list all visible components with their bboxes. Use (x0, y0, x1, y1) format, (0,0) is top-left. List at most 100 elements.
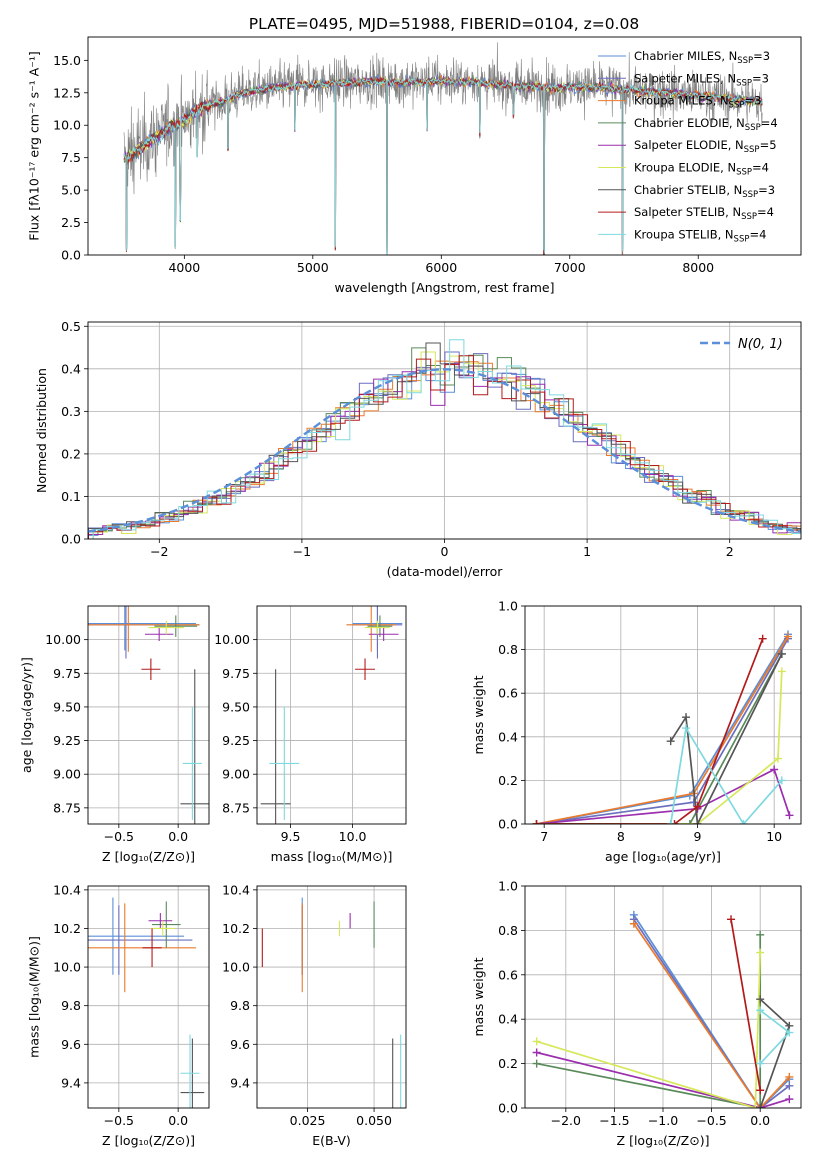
weight-series-line (536, 768, 791, 824)
weight-marker (682, 724, 690, 733)
axes-frame (87, 321, 802, 540)
y-tick-label: 9.8 (230, 998, 250, 1013)
x-tick-label: −0.5 (696, 1113, 726, 1128)
x-tick-label: 1 (583, 544, 591, 559)
plot-area (260, 606, 403, 824)
y-tick-label: 12.5 (53, 85, 81, 100)
y-tick-label: 9.75 (222, 666, 250, 681)
y-tick-label: 9.00 (222, 767, 250, 782)
y-tick-label: 9.75 (53, 666, 81, 681)
model-spectrum-line (123, 77, 763, 255)
weight-marker (532, 1059, 541, 1068)
y-tick-label: 10.0 (222, 960, 250, 975)
error-bar-point (368, 627, 399, 641)
weight-marker (756, 930, 765, 939)
legend-subscript: SSP (734, 234, 750, 244)
y-axis-label: mass [log₁₀(M/M⊙)] (27, 936, 42, 1058)
x-tick-label: 10 (766, 829, 782, 844)
error-bar-point (88, 606, 196, 651)
y-tick-label: 10.0 (53, 960, 81, 975)
legend-count: =4 (761, 116, 778, 130)
y-tick-label: 7.5 (61, 150, 81, 165)
axes-frame (87, 36, 802, 256)
legend-entry: Salpeter MILES, NSSP=3 (634, 71, 769, 88)
weight-series-line (536, 1051, 790, 1108)
y-tick-label: 10.2 (222, 921, 250, 936)
legend-entry: Kroupa STELIB, NSSP=4 (634, 227, 766, 244)
panel-mass-vs-Z: −0.5 0.0 9.4 9.6 9.8 10.0 10.2 10.4 Z [log₁₀(Z/Z… (27, 882, 210, 1148)
legend-subscript: SSP (744, 145, 760, 155)
legend-entry: Kroupa ELODIE, NSSP=4 (634, 161, 769, 178)
x-tick-label: 8000 (682, 260, 714, 275)
weight-marker (785, 1095, 794, 1104)
x-tick-label: 7 (540, 829, 548, 844)
y-tick-label: 8.75 (222, 800, 250, 815)
weight-marker (693, 802, 702, 811)
y-tick-label: 0.0 (498, 1101, 518, 1116)
weight-marker (777, 776, 786, 785)
legend-entry: Kroupa MILES, NSSP=3 (634, 94, 761, 111)
weight-marker (756, 1006, 765, 1015)
y-tick-label: 9.25 (53, 733, 81, 748)
weight-marker (666, 820, 675, 824)
x-axis-label: Z [log₁₀(Z/Z⊙)] (617, 1133, 710, 1148)
x-tick-label: −1.0 (648, 1113, 678, 1128)
error-bar-point (88, 903, 196, 993)
legend-count: =5 (760, 138, 777, 152)
y-tick-label: 9.50 (222, 699, 250, 714)
x-tick-label: 10.0 (339, 829, 367, 844)
plot-area (532, 910, 794, 1108)
legend-entry: Chabrier ELODIE, NSSP=4 (634, 116, 778, 133)
error-bar-point (180, 669, 209, 824)
weight-series-line (536, 934, 762, 1108)
y-tick-label: 9.00 (53, 767, 81, 782)
weight-series-line (536, 636, 789, 824)
y-tick-label: 10.4 (222, 882, 250, 897)
weight-marker (756, 948, 765, 957)
x-tick-label: 0.0 (168, 1113, 188, 1128)
x-axis-label: mass [log₁₀(M/M⊙)] (271, 849, 393, 864)
error-bar-point (346, 606, 397, 652)
histogram-series (88, 355, 801, 539)
x-tick-label: 0.025 (290, 1113, 326, 1128)
legend-subscript: SSP (742, 190, 758, 200)
x-tick-label: 5000 (297, 260, 329, 275)
error-bar-point (88, 905, 193, 975)
weight-marker (785, 1072, 794, 1081)
axes-frame (524, 885, 802, 1109)
error-bar-point (260, 669, 291, 824)
weight-marker (777, 667, 786, 676)
legend-count: =4 (749, 227, 766, 241)
y-tick-label: 0.0 (61, 248, 81, 263)
plot-area (261, 897, 402, 1108)
legend-entry: Chabrier MILES, NSSP=3 (634, 49, 770, 66)
error-bar-point (154, 615, 198, 637)
plot-area (88, 339, 801, 539)
weight-marker (785, 1081, 794, 1090)
y-tick-label: 10.00 (45, 632, 81, 647)
weight-marker (727, 915, 736, 924)
legend-count: =3 (753, 49, 770, 63)
legend-subscript: SSP (736, 168, 752, 178)
weight-marker (770, 765, 779, 774)
weight-marker (739, 820, 748, 824)
error-bar-point (180, 1034, 200, 1108)
observed-spectrum-line (123, 42, 763, 255)
y-tick-label: 9.4 (230, 1075, 250, 1090)
y-tick-label: 0.8 (498, 642, 518, 657)
legend-entry: Chabrier STELIB, NSSP=3 (634, 183, 775, 200)
y-tick-label: 10.4 (53, 882, 81, 897)
weight-marker (629, 919, 638, 928)
weight-marker (532, 1048, 541, 1057)
y-tick-label: 0.4 (498, 1012, 518, 1027)
figure-title: PLATE=0495, MJD=51988, FIBERID=0104, z=0… (249, 15, 639, 33)
weight-marker (685, 820, 694, 824)
y-tick-label: 8.75 (53, 800, 81, 815)
y-axis-label: Flux [fλ10⁻¹⁷ erg cm⁻² s⁻¹ A⁻¹] (27, 51, 42, 240)
legend-subscript: SSP (737, 56, 753, 66)
panel-weight-vs-Z: −2.0 −1.5 −1.0 −0.5 0.0 0.0 0.2 0.4 0.6 0.8 1.0 Z [… (471, 879, 802, 1148)
y-tick-label: 0.1 (61, 489, 81, 504)
y-tick-label: 0.6 (498, 967, 518, 982)
y-tick-label: 0.5 (61, 319, 81, 334)
